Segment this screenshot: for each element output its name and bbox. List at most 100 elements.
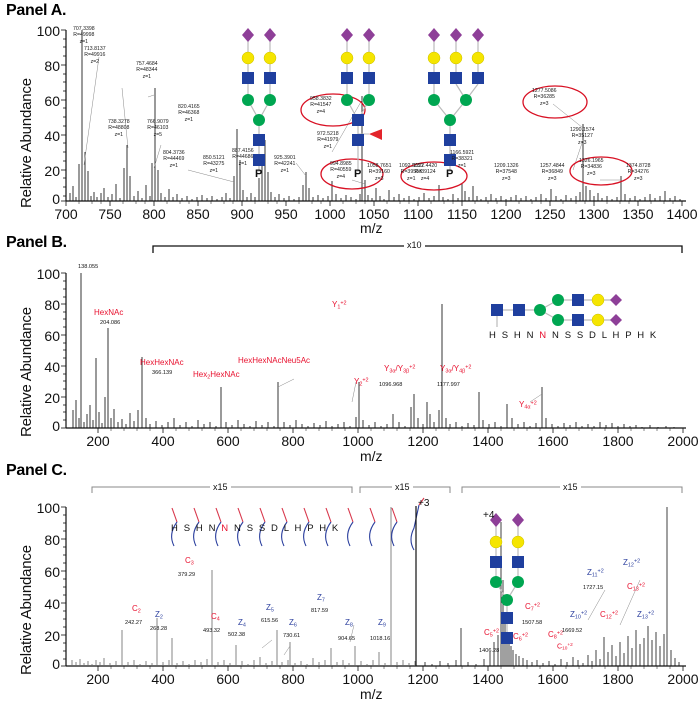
peak-resolution: R=36849 — [541, 169, 563, 176]
peak-annotation-circled: 1277.5086 R=36285 z=3 — [532, 88, 557, 107]
panel-c-ytick-20: 20 — [44, 628, 60, 644]
peak-resolution: R=41547 — [310, 102, 332, 109]
panel-c-xtick: 800 — [281, 671, 305, 687]
peak-mz: 1257.4844 — [540, 163, 565, 169]
peak-resolution: R=46368 — [178, 110, 200, 117]
panel-b-ion-label-y3a-y4b: Y3α/Y4β+2 — [440, 364, 472, 375]
peak-mz: 804.3736 — [163, 150, 185, 156]
peak-charge: z=1 — [184, 116, 194, 123]
peak-resolution: R=46103 — [147, 125, 169, 132]
peak-charge: z=4 — [316, 108, 326, 115]
panel-b-peak-mz-204: 204.086 — [100, 320, 121, 326]
peak-annotation: 766.9079 R=46103 z=5 — [147, 119, 169, 138]
panel-c-ion-mz-c5: 1406.28 — [479, 648, 500, 654]
peak-annotation-circled: 1122.4420 R=39124 z=4 — [413, 163, 437, 182]
panel-a-xtick: 1050 — [358, 206, 390, 222]
peak-resolution: R=49998 — [73, 32, 95, 39]
panel-c-zoom-bracket-2: x15 — [392, 482, 413, 492]
peak-charge: z=1 — [114, 131, 124, 138]
panel-c-ion-label-z2: Z2 — [155, 610, 163, 621]
panel-b-peak-label-hexnac: HexNAc — [94, 308, 124, 317]
peak-annotation-circled: 1326.1965 R=34836 z=3 — [579, 158, 604, 177]
peak-resolution: R=39124 — [414, 169, 436, 176]
peak-mz: 972.5218 — [317, 131, 339, 137]
panel-c-ion-mz-z4: 502.38 — [228, 632, 246, 638]
panel-b-xtick: 800 — [281, 433, 305, 449]
peak-annotation: 820.4165 R=46368 z=1 — [178, 104, 200, 123]
panel-b-ytick-0: 0 — [52, 418, 60, 434]
panel-c-ion-mz-z10: 1669.52 — [562, 628, 583, 634]
peak-mz: 820.4165 — [178, 104, 200, 110]
peak-mz: 1058.7651 — [367, 163, 392, 169]
panel-c-ion-label-z9: Z9 — [378, 618, 386, 629]
panel-c-title: Panel C. — [6, 462, 67, 479]
panel-b-ytick-40: 40 — [44, 359, 60, 375]
panel-b-ytick-60: 60 — [44, 328, 60, 344]
peak-resolution: R=35127 — [571, 133, 593, 140]
peak-mz: 757.4684 — [136, 61, 158, 67]
panel-b: Panel B. Relative Abundance 100 80 60 40… — [0, 232, 700, 464]
peak-annotation-circled: 958.3832 R=41547 z=4 — [310, 96, 332, 115]
panel-a-ytick-60: 60 — [44, 93, 60, 109]
peak-mz: 1166.5921 — [450, 150, 475, 156]
peak-charge: z=5 — [153, 131, 163, 138]
panel-c-xtick: 1000 — [342, 671, 374, 687]
peak-resolution: R=34276 — [627, 169, 649, 176]
panel-b-ion-label-y1: Y1+2 — [332, 300, 347, 311]
peak-annotation: 1166.5921 R=38321 z=1 — [450, 150, 474, 169]
panel-c-ion-mz-z2: 268.28 — [150, 626, 168, 632]
peak-resolution: R=43275 — [203, 161, 225, 168]
panel-b-xtick: 400 — [151, 433, 175, 449]
panel-b-ytick-80: 80 — [44, 297, 60, 313]
peak-charge: z=1 — [209, 167, 219, 174]
panel-b-ion-label-y3a-y3b: Y3α/Y3β+2 — [384, 364, 416, 375]
panel-a-xtick: 950 — [274, 206, 298, 222]
peak-mz: 738.3278 — [108, 119, 130, 125]
panel-a-title: Panel A. — [6, 2, 67, 19]
panel-c-ion-label-c6: C6+2 — [513, 632, 529, 643]
panel-c-xtick: 1200 — [407, 671, 439, 687]
panel-a-ytick-20: 20 — [44, 163, 60, 179]
peak-resolution: R=49916 — [84, 52, 106, 59]
panel-a-ytick-0: 0 — [52, 191, 60, 207]
peak-mz: 1374.8728 — [626, 163, 651, 169]
panel-b-ion-label-y4a: Y4α+2 — [519, 400, 537, 411]
panel-b-peak-label-138: 138.055 — [78, 264, 99, 270]
panel-c-ytick-100: 100 — [36, 500, 60, 516]
panel-c-ion-mz-z7: 817.59 — [311, 608, 329, 614]
panel-a-xtick: 1100 — [402, 206, 434, 222]
peak-mz: 707.3398 — [73, 26, 95, 32]
peak-charge: z=1 — [457, 162, 467, 169]
peak-charge: z=1 — [407, 175, 416, 182]
panel-c-xtick: 600 — [216, 671, 240, 687]
panel-b-peak-label-hexhexnacneu5ac: HexHexNAcNeu5Ac — [238, 356, 311, 365]
peak-charge: z=4 — [420, 175, 430, 182]
panel-c-charge-marker-3: +3 — [418, 498, 430, 509]
panel-c-ion-label-c4: C4 — [211, 612, 220, 623]
peak-charge: z=3 — [578, 139, 587, 146]
panel-c-ion-label-c10: C10+2 — [557, 643, 573, 652]
peak-mz: 1122.4420 — [413, 163, 438, 169]
peak-charge: z=1 — [142, 73, 152, 80]
panel-b-ytick-100: 100 — [36, 266, 60, 282]
peak-charge: z=1 — [169, 162, 179, 169]
peak-charge: z=1 — [323, 143, 333, 150]
panel-b-xtick: 200 — [86, 433, 110, 449]
panel-b-xtick: 1600 — [537, 433, 569, 449]
panel-c-ion-mz-c3: 379.29 — [178, 572, 196, 578]
peak-charge: z=3 — [634, 175, 643, 182]
panel-c-ion-label-c7: C7+2 — [525, 602, 541, 613]
panel-c-ion-label-c3: C3 — [185, 556, 194, 567]
panel-a-ytick-40: 40 — [44, 128, 60, 144]
panel-b-title: Panel B. — [6, 234, 67, 251]
panel-a-phospho-marker-1: P — [255, 168, 263, 180]
peak-annotation: 850.5121 R=43275 z=1 — [203, 155, 225, 174]
peak-mz: 766.9079 — [147, 119, 169, 125]
peak-charge: z=1 — [79, 38, 89, 45]
panel-c-xtick: 1600 — [537, 671, 569, 687]
peak-annotation: 1058.7651 R=39160 z=3 — [367, 163, 392, 182]
panel-c-ion-label-c12: C12+2 — [600, 610, 619, 621]
panel-c-ion-mz-z6: 730.61 — [283, 633, 301, 639]
panel-c-xtick: 2000 — [667, 671, 699, 687]
peak-annotation: 757.4684 R=48344 z=1 — [136, 61, 158, 80]
